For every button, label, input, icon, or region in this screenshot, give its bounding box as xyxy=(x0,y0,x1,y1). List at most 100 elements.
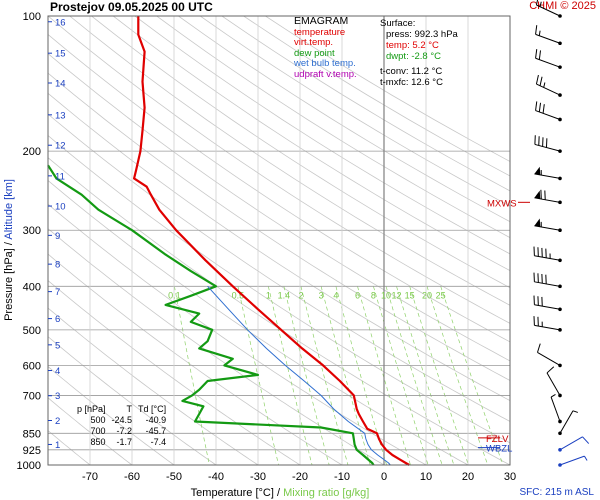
x-axis-label-mixing: Mixing ratio [g/kg] xyxy=(283,487,369,499)
mixing-ratio-label: 12 xyxy=(392,290,402,300)
wind-barb xyxy=(546,366,562,398)
wind-barb-halfflag xyxy=(572,410,578,413)
p-tick-label: 600 xyxy=(23,360,41,372)
wind-barb-staff xyxy=(559,410,574,434)
wind-barb-staff xyxy=(534,324,561,331)
wind-barb-staff xyxy=(534,281,561,287)
wind-barb-flag xyxy=(535,49,538,59)
dry-adiabat xyxy=(48,16,510,324)
table-row: 850 -1.7 -7.4 xyxy=(74,437,169,448)
altitude-tick-label: 10 xyxy=(55,202,66,213)
altitude-tick-label: 15 xyxy=(55,49,66,60)
wind-barb-staff xyxy=(546,372,561,396)
wind-barb-halfflag xyxy=(550,393,556,398)
cell-t: -1.7 xyxy=(116,437,133,447)
wind-barb xyxy=(558,436,590,452)
legend-item-wet-bulb: wet bulb temp. xyxy=(294,58,356,69)
dry-adiabat xyxy=(69,16,510,306)
wind-barb-staff xyxy=(559,455,585,466)
wind-barb-flag xyxy=(582,436,590,444)
mixing-ratio-label: 3 xyxy=(319,290,324,300)
surface-tconv: t-conv: 11.2 °C xyxy=(380,66,443,77)
wind-barb-base xyxy=(558,328,562,332)
altitude-tick-label: 4 xyxy=(55,366,60,377)
cell-t: -24.5 xyxy=(111,415,133,425)
wind-barb xyxy=(533,295,562,312)
wind-barb xyxy=(533,246,562,263)
wind-barb-flag xyxy=(539,76,543,86)
wind-barb-flag xyxy=(535,74,539,85)
cell-p: 500 xyxy=(90,415,106,425)
legend-title: EMAGRAM xyxy=(294,15,349,27)
mixing-ratio-label: 20 xyxy=(422,290,432,300)
wind-barb xyxy=(535,74,562,97)
dry-adiabat xyxy=(91,16,510,289)
wind-barb xyxy=(535,101,562,122)
surface-heading: Surface: xyxy=(380,18,416,29)
wind-barb xyxy=(558,455,588,467)
dry-adiabat xyxy=(48,33,510,343)
p-tick-label: 300 xyxy=(23,225,41,237)
wind-barb-halfflag xyxy=(543,82,546,88)
altitude-tick-label: 13 xyxy=(55,110,66,121)
surface-tmxfc: t-mxfc: 12.6 °C xyxy=(380,77,443,88)
wind-barb-staff xyxy=(536,83,561,96)
mixing-ratio-line xyxy=(267,286,313,465)
wind-barb-base xyxy=(558,149,562,153)
wind-barb-flag xyxy=(535,25,538,35)
wind-barb-base xyxy=(558,431,562,436)
mixing-ratio-label: 1.4 xyxy=(278,290,291,300)
wind-barb-base xyxy=(558,463,562,467)
wind-barb xyxy=(533,316,562,332)
col-header-p: p [hPa] xyxy=(77,404,106,414)
p-tick-label: 200 xyxy=(23,146,41,158)
plot-frame xyxy=(47,15,511,466)
wind-barb-staff xyxy=(534,143,561,152)
wind-barb xyxy=(535,49,562,69)
altitude-tick-label: 5 xyxy=(55,340,60,351)
cell-td: -40.9 xyxy=(145,415,167,425)
table-row: 500 -24.5 -40.9 xyxy=(74,415,169,426)
surface-temp: temp: 5.2 °C xyxy=(386,40,439,51)
x-axis-label-sep: / xyxy=(274,487,283,499)
altitude-tick-label: 7 xyxy=(55,287,60,298)
mixing-ratio-label: 8 xyxy=(371,290,376,300)
mixing-ratio-label: 2 xyxy=(298,290,303,300)
dry-adiabat xyxy=(48,397,133,465)
dry-adiabat xyxy=(156,16,510,239)
y-axis-label-sep: / xyxy=(3,240,15,249)
p-tick-label: 400 xyxy=(23,281,41,293)
wind-barb-base xyxy=(558,14,562,18)
cell-t: -7.2 xyxy=(116,426,133,436)
wind-barb-staff xyxy=(535,33,561,44)
wind-barb-base xyxy=(558,363,562,368)
dry-adiabat xyxy=(48,280,301,465)
y-axis-label-pressure: Pressure [hPa] xyxy=(3,248,15,321)
plot-area: 0.1 0.5 1 1.4 2 3 4 6 8 10 12 15 20 25 xyxy=(48,16,510,465)
wind-barb-flag xyxy=(538,102,542,113)
wind-barb xyxy=(558,410,578,436)
series-line-temperature xyxy=(133,16,410,466)
x-axis-label-temperature: Temperature [°C] xyxy=(191,487,274,499)
x-tick-label: 0 xyxy=(381,471,387,483)
y-axis-label-altitude: Altitude [km] xyxy=(3,179,15,240)
series-line-wet-bulb-temp xyxy=(207,285,391,466)
wind-barb-base xyxy=(558,176,562,181)
x-tick-label: -50 xyxy=(166,471,182,483)
altitude-tick-label: 14 xyxy=(55,78,66,89)
mixing-ratio-label: 4 xyxy=(333,290,338,300)
mixing-ratio-line xyxy=(300,286,349,465)
wind-barb-flag xyxy=(546,366,555,374)
wind-barb xyxy=(550,393,562,424)
wbzl-label: WBZL xyxy=(486,444,512,455)
wind-barb-pennant xyxy=(534,218,541,227)
cell-td: -45.7 xyxy=(145,426,167,436)
cell-p: 850 xyxy=(90,437,106,447)
wind-barb-staff xyxy=(559,436,583,451)
wind-barb-base xyxy=(558,65,562,69)
mixing-ratio-label: 25 xyxy=(436,290,446,300)
wind-barb xyxy=(533,272,562,289)
legend-item-temperature: temperature xyxy=(294,26,346,38)
x-tick-label: 30 xyxy=(504,471,516,483)
